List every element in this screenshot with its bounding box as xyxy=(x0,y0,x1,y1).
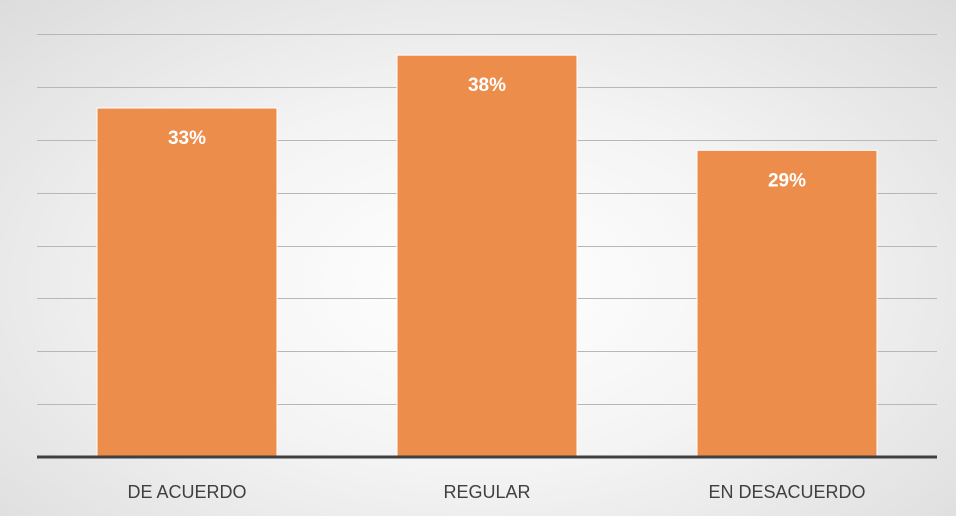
bar-en-desacuerdo xyxy=(696,149,878,458)
bar-regular xyxy=(396,54,578,458)
x-tick-label: REGULAR xyxy=(443,482,530,502)
bars xyxy=(96,54,878,458)
data-label: 38% xyxy=(468,75,506,96)
data-label: 33% xyxy=(168,128,206,149)
labels: 33% DE ACUERDO 38% REGULAR 29% EN DESACUERDO xyxy=(127,75,865,502)
bar-de-acuerdo xyxy=(96,107,278,458)
data-label: 29% xyxy=(768,170,806,191)
x-tick-label: EN DESACUERDO xyxy=(708,482,865,502)
x-tick-label: DE ACUERDO xyxy=(127,482,246,502)
